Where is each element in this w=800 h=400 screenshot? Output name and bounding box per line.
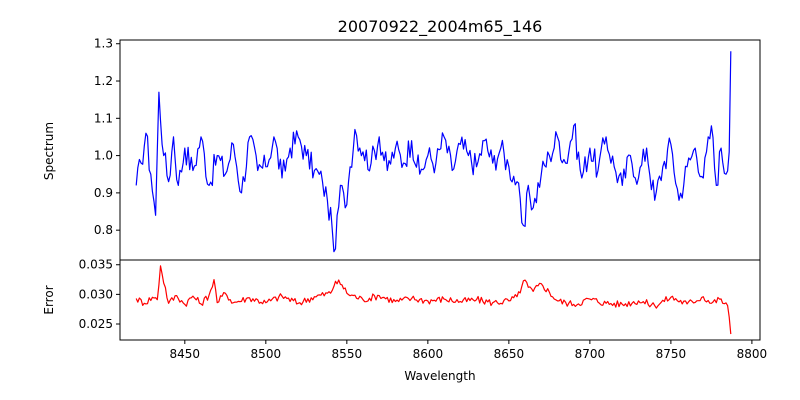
y-tick-label-error: 0.035: [79, 258, 113, 272]
x-tick-label: 8650: [494, 347, 525, 361]
x-tick-label: 8600: [413, 347, 444, 361]
y-tick-label-error: 0.025: [79, 317, 113, 331]
x-tick-label: 8750: [656, 347, 687, 361]
plot-frame-spectrum: [119, 39, 761, 261]
y-axis-label-error: Error: [42, 285, 56, 314]
y-axis-label-spectrum: Spectrum: [42, 122, 56, 180]
y-tick-label-spectrum: 1.0: [94, 149, 113, 163]
y-tick-label-spectrum: 1.2: [94, 74, 113, 88]
y-tick-label-spectrum: 0.9: [94, 186, 113, 200]
y-tick-label-spectrum: 1.1: [94, 111, 113, 125]
y-tick-label-spectrum: 1.3: [94, 37, 113, 51]
x-tick-label: 8500: [251, 347, 282, 361]
x-axis-label: Wavelength: [404, 369, 475, 383]
plot-frame-error: [119, 259, 761, 341]
x-tick-label: 8800: [737, 347, 768, 361]
chart-title: 20070922_2004m65_146: [338, 17, 543, 37]
x-tick-label: 8550: [332, 347, 363, 361]
plot-layer: 0.8 0.9 1.0 1.1 1.2 1.3 0.025 0.030 0.035 8450 850…: [79, 37, 768, 361]
x-tick-label: 8700: [575, 347, 606, 361]
y-tick-label-spectrum: 0.8: [94, 223, 113, 237]
series-line-error: [135, 265, 732, 335]
series-line-spectrum: [135, 51, 732, 253]
x-tick-label: 8450: [170, 347, 201, 361]
y-tick-label-error: 0.030: [79, 287, 113, 301]
